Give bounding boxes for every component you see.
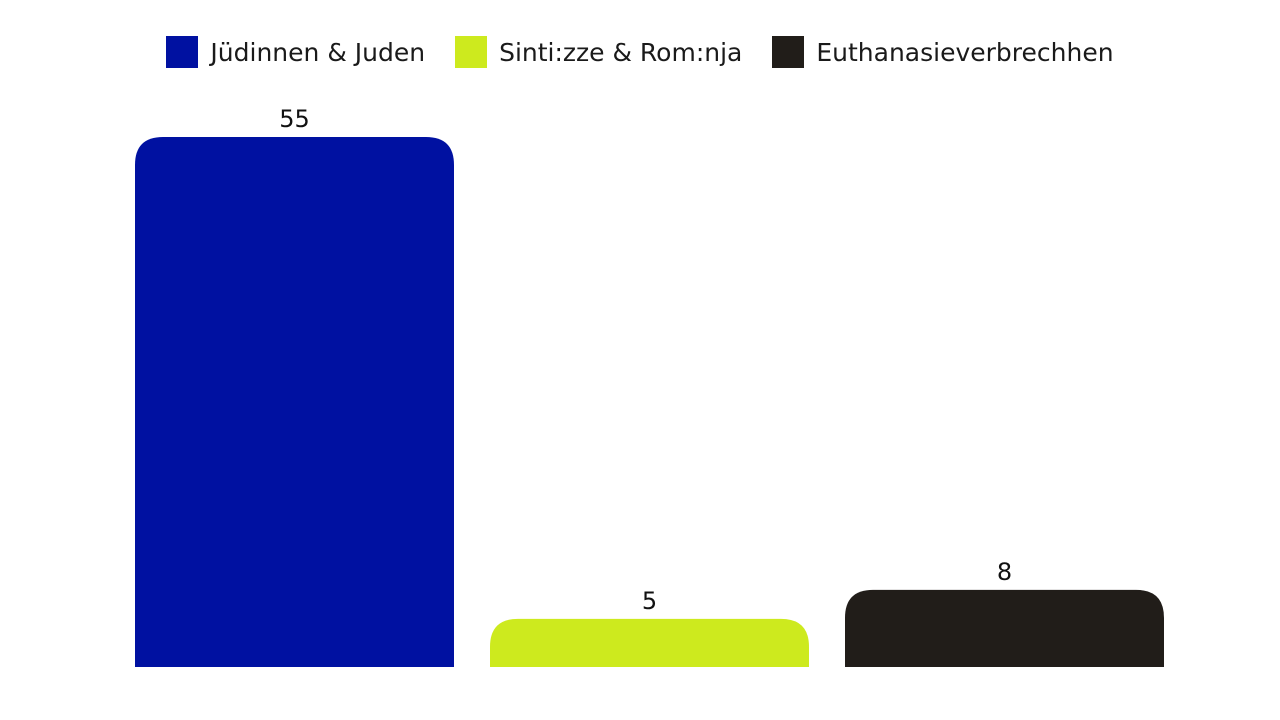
bar-juedinnen-juden: [135, 137, 454, 667]
legend-swatch-sinti-roma: [455, 36, 488, 68]
legend-label-euthanasie: Euthanasieverbrechhen: [816, 37, 1114, 67]
bar-sinti-roma: [490, 618, 809, 667]
legend-item-juedinnen-juden: Jüdinnen & Juden: [166, 36, 425, 68]
data-label-sinti-roma: 5: [642, 587, 657, 615]
legend-swatch-juedinnen-juden: [166, 36, 199, 68]
legend-swatch-euthanasie: [772, 36, 805, 68]
data-label-juedinnen-juden: 55: [279, 105, 310, 133]
bar-euthanasie: [845, 589, 1164, 667]
legend-label-juedinnen-juden: Jüdinnen & Juden: [210, 37, 426, 67]
chart-legend: Jüdinnen & Juden Sinti:zze & Rom:nja Eut…: [0, 36, 1280, 68]
legend-label-sinti-roma: Sinti:zze & Rom:nja: [499, 37, 743, 67]
legend-item-euthanasie: Euthanasieverbrechhen: [772, 36, 1114, 68]
legend-item-sinti-roma: Sinti:zze & Rom:nja: [455, 36, 742, 68]
data-label-euthanasie: 8: [997, 558, 1012, 586]
